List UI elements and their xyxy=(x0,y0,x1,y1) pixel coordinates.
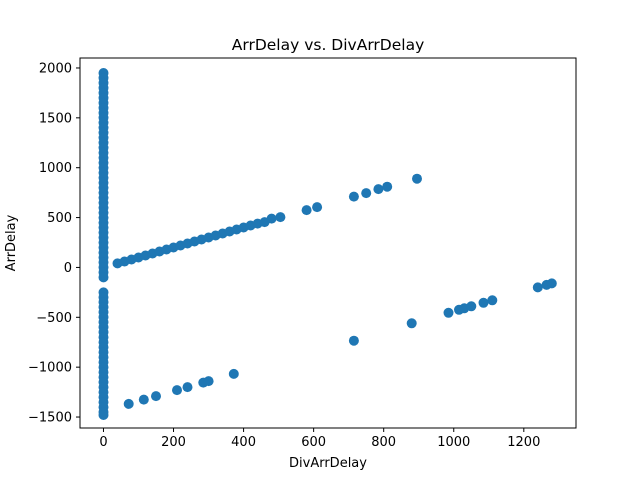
data-point-95 xyxy=(361,188,372,199)
data-point-114 xyxy=(487,295,498,306)
x-tick-label: 1200 xyxy=(507,435,540,450)
plot-frame xyxy=(79,57,577,429)
data-point-105 xyxy=(203,376,214,387)
x-axis-ticks: 0 200 400 600 800 1000 1200 xyxy=(99,428,540,450)
data-point-106 xyxy=(228,368,239,379)
data-point-93 xyxy=(312,202,323,213)
y-tick-label: 1000 xyxy=(39,161,72,176)
data-point-107 xyxy=(348,335,359,346)
x-tick-label: 1000 xyxy=(437,435,470,450)
x-tick-label: 200 xyxy=(161,435,186,450)
data-point-96 xyxy=(373,184,384,195)
data-point-109 xyxy=(443,307,454,318)
x-tick-label: 800 xyxy=(371,435,396,450)
x-tick-label: 400 xyxy=(231,435,256,450)
data-point-91 xyxy=(275,212,286,223)
data-point-67 xyxy=(98,410,109,420)
data-point-41 xyxy=(98,272,109,283)
data-point-103 xyxy=(182,382,193,393)
data-point-90 xyxy=(266,213,277,224)
chart-title: ArrDelay vs. DivArrDelay xyxy=(232,36,425,54)
data-points xyxy=(98,68,557,420)
data-point-99 xyxy=(123,398,134,409)
y-tick-label: 500 xyxy=(47,211,72,226)
y-tick-label: −500 xyxy=(36,311,72,326)
data-point-112 xyxy=(466,301,477,312)
data-point-92 xyxy=(301,205,312,216)
data-point-94 xyxy=(348,191,359,202)
data-point-115 xyxy=(532,282,543,293)
data-point-100 xyxy=(138,394,149,405)
x-axis-label: DivArrDelay xyxy=(289,456,367,471)
data-point-102 xyxy=(172,385,182,396)
y-axis-ticks: −1500 −1000 −500 0 500 1000 1500 2000 xyxy=(28,61,80,426)
data-point-97 xyxy=(382,181,393,192)
y-tick-label: 1500 xyxy=(39,111,72,126)
y-tick-label: −1500 xyxy=(28,411,72,426)
data-point-108 xyxy=(406,318,417,329)
x-tick-label: 600 xyxy=(301,435,326,450)
y-tick-label: 2000 xyxy=(39,61,72,76)
x-tick-label: 0 xyxy=(99,435,107,450)
data-point-113 xyxy=(478,297,489,308)
data-point-98 xyxy=(412,173,422,184)
y-tick-label: −1000 xyxy=(28,361,72,376)
data-point-117 xyxy=(546,278,557,289)
y-tick-label: 0 xyxy=(64,261,72,276)
y-axis-label: ArrDelay xyxy=(4,214,19,271)
data-point-101 xyxy=(151,391,161,402)
